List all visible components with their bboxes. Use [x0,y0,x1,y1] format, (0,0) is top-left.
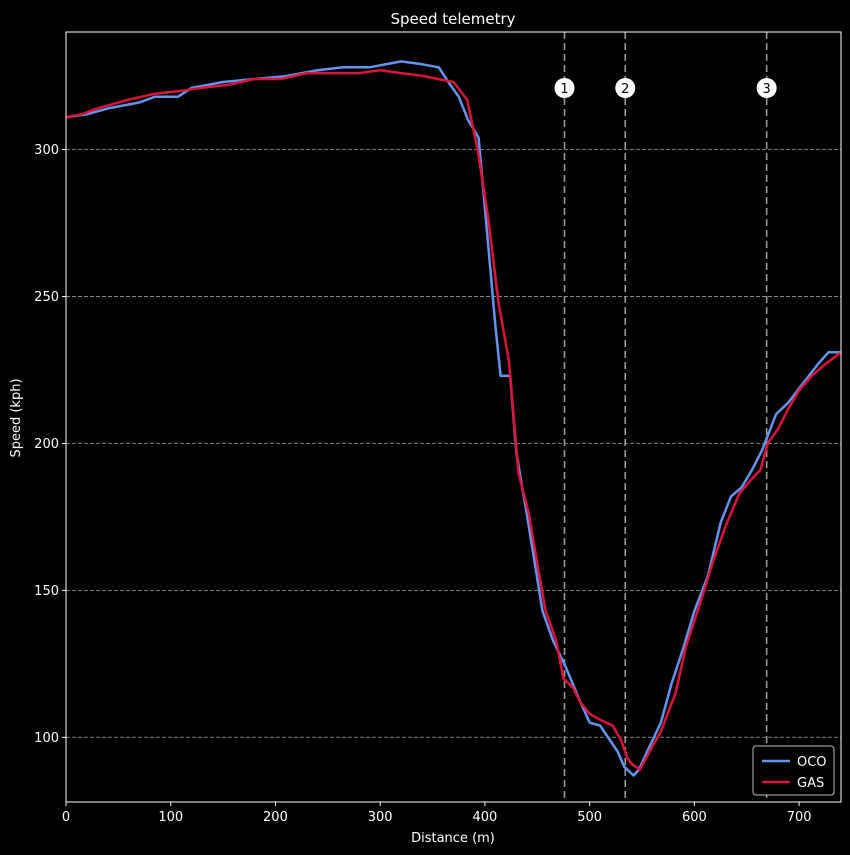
corner-marker-badge [756,78,777,98]
plot-frame [65,31,842,803]
x-tick-label: 500 [577,810,602,825]
legend-label-oco: OCO [797,755,827,770]
y-tick-label: 100 [34,731,59,746]
x-tick-label: 300 [368,810,393,825]
chart-title: Speed telemetry [390,10,515,28]
y-tick-label: 250 [34,290,59,305]
x-tick-label: 400 [473,810,498,825]
corner-marker-badge [554,78,575,98]
x-tick-label: 200 [263,810,288,825]
series-layer [65,60,842,777]
marker-layer: 1 2 3 [554,32,777,802]
x-axis-label: Distance (m) [411,831,495,846]
y-tick-label: 200 [34,437,59,452]
x-tick-label: 600 [682,810,707,825]
x-tick-label: 0 [62,810,70,825]
corner-marker-badge [615,78,636,98]
series-line-oco [65,60,841,777]
corner-marker-label: 1 [560,82,568,97]
legend-label-gas: GAS [797,776,824,791]
x-tick-label: 700 [787,810,812,825]
grid-layer [66,149,841,738]
tick-layer: 100 150 200 250 300 0 100 200 300 400 500 600 700 [34,143,811,825]
y-tick-label: 300 [34,143,59,158]
y-axis-label: Speed (kph) [9,378,24,457]
x-tick-label: 100 [158,810,183,825]
y-tick-label: 150 [34,584,59,599]
corner-marker-label: 3 [763,82,771,97]
legend: OCO GAS [752,745,835,796]
series-line-gas [65,68,842,771]
corner-marker-label: 2 [621,82,629,97]
